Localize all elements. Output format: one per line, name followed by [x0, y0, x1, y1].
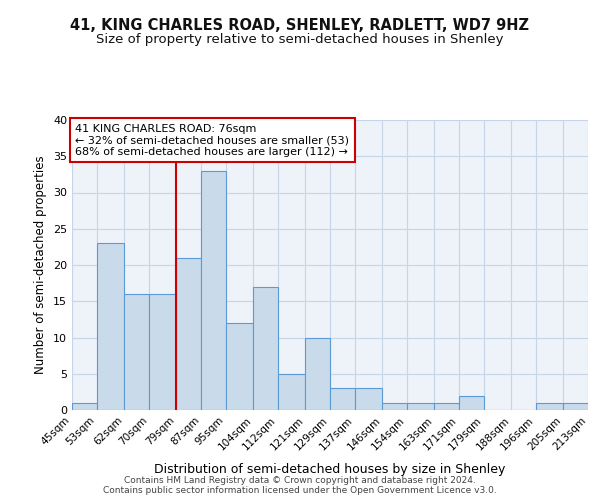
Bar — [124, 294, 149, 410]
Bar — [355, 388, 382, 410]
Text: Contains public sector information licensed under the Open Government Licence v3: Contains public sector information licen… — [103, 486, 497, 495]
Bar — [563, 403, 588, 410]
Bar — [278, 374, 305, 410]
Text: 41 KING CHARLES ROAD: 76sqm
← 32% of semi-detached houses are smaller (53)
68% o: 41 KING CHARLES ROAD: 76sqm ← 32% of sem… — [75, 124, 349, 157]
Bar — [97, 244, 124, 410]
Bar — [201, 171, 226, 410]
Text: 41, KING CHARLES ROAD, SHENLEY, RADLETT, WD7 9HZ: 41, KING CHARLES ROAD, SHENLEY, RADLETT,… — [71, 18, 530, 32]
Bar — [407, 403, 434, 410]
Bar — [536, 403, 563, 410]
Text: Size of property relative to semi-detached houses in Shenley: Size of property relative to semi-detach… — [96, 32, 504, 46]
X-axis label: Distribution of semi-detached houses by size in Shenley: Distribution of semi-detached houses by … — [154, 463, 506, 476]
Bar — [149, 294, 176, 410]
Bar — [72, 403, 97, 410]
Y-axis label: Number of semi-detached properties: Number of semi-detached properties — [34, 156, 47, 374]
Bar — [330, 388, 355, 410]
Bar — [176, 258, 201, 410]
Bar — [226, 323, 253, 410]
Text: Contains HM Land Registry data © Crown copyright and database right 2024.: Contains HM Land Registry data © Crown c… — [124, 476, 476, 485]
Bar — [459, 396, 484, 410]
Bar — [253, 287, 278, 410]
Bar — [305, 338, 330, 410]
Bar — [382, 403, 407, 410]
Bar — [434, 403, 459, 410]
